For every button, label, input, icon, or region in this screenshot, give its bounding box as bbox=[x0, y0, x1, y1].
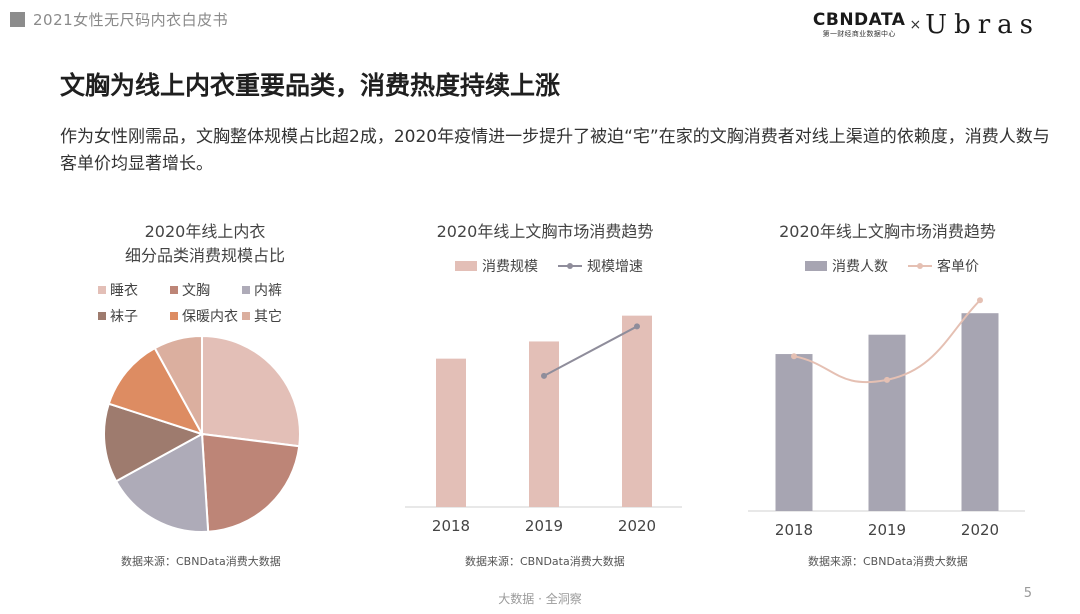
page-number: 5 bbox=[1023, 586, 1032, 601]
pie-legend-label: 文胸 bbox=[182, 283, 210, 299]
pie-legend-swatch bbox=[98, 312, 106, 320]
cbndata-logo-text: CBNDATA bbox=[812, 10, 906, 30]
legend-swatch bbox=[455, 261, 477, 271]
bar-chart-2-legend: 消费人数 客单价 bbox=[805, 256, 999, 276]
bar-chart-1-title: 2020年线上文胸市场消费趋势 bbox=[436, 222, 654, 241]
legend-item-growth: 规模增速 bbox=[558, 256, 643, 276]
legend-item-consumers: 消费人数 bbox=[805, 256, 888, 276]
pie-legend-swatch bbox=[98, 286, 106, 294]
bar-chart-1-panel: 2020年线上文胸市场消费趋势 bbox=[405, 210, 685, 575]
pie-legend-swatch bbox=[170, 312, 178, 320]
pie-legend-label: 袜子 bbox=[110, 309, 138, 325]
bar-chart-2-title: 2020年线上文胸市场消费趋势 bbox=[779, 222, 996, 241]
bar-chart-2-panel: 2020年线上文胸市场消费趋势 bbox=[745, 210, 1030, 575]
legend-label: 客单价 bbox=[937, 259, 979, 275]
pie-legend-item: 袜子 bbox=[98, 306, 170, 326]
cbndata-logo: CBNDATA 第一财经商业数据中心 bbox=[813, 11, 906, 39]
pie-legend-label: 睡衣 bbox=[110, 283, 138, 299]
legend-line-icon bbox=[908, 261, 932, 271]
report-header: 2021女性无尺码内衣白皮书 bbox=[10, 8, 228, 30]
pie-chart-title-line1: 2020年线上内衣 bbox=[144, 222, 266, 241]
pie-chart-title-line2: 细分品类消费规模占比 bbox=[124, 246, 285, 265]
page-title: 文胸为线上内衣重要品类，消费热度持续上涨 bbox=[60, 71, 561, 100]
report-title: 2021女性无尺码内衣白皮书 bbox=[33, 10, 229, 29]
pie-legend-label: 其它 bbox=[254, 309, 282, 325]
legend-line-icon bbox=[558, 261, 582, 271]
legend-label: 消费规模 bbox=[482, 259, 538, 275]
pie-legend-item: 文胸 bbox=[170, 280, 242, 300]
pie-legend-swatch bbox=[242, 312, 250, 320]
legend-item-unit-price: 客单价 bbox=[908, 256, 979, 276]
pie-legend-item: 睡衣 bbox=[98, 280, 170, 300]
pie-legend: 睡衣 文胸 内裤袜子 保暖内衣 其它 bbox=[98, 280, 314, 326]
pie-legend-label: 保暖内衣 bbox=[182, 309, 238, 325]
logo-cross: × bbox=[909, 17, 922, 33]
footer-slogan: 大数据 · 全洞察 bbox=[498, 592, 582, 606]
pie-chart-panel: 2020年线上内衣 细分品类消费规模占比 bbox=[60, 210, 350, 575]
pie-source: 数据来源：CBNData消费大数据 bbox=[121, 555, 281, 568]
logo-area: CBNDATA 第一财经商业数据中心 × Ubras bbox=[813, 7, 1040, 43]
legend-label: 消费人数 bbox=[832, 259, 888, 275]
page-subtitle: 作为女性刚需品，文胸整体规模占比超2成，2020年疫情进一步提升了被迫“宅”在家… bbox=[60, 127, 1050, 174]
pie-legend-swatch bbox=[242, 286, 250, 294]
pie-legend-item: 其它 bbox=[242, 306, 314, 326]
bar-chart-1-legend: 消费规模 规模增速 bbox=[455, 256, 663, 276]
legend-item-consumption-scale: 消费规模 bbox=[455, 256, 538, 276]
bar-chart-2-source: 数据来源：CBNData消费大数据 bbox=[808, 555, 968, 568]
legend-swatch bbox=[805, 261, 827, 271]
pie-legend-item: 保暖内衣 bbox=[170, 306, 242, 326]
pie-legend-label: 内裤 bbox=[254, 283, 282, 299]
bar-chart-1-source: 数据来源：CBNData消费大数据 bbox=[465, 555, 625, 568]
ubras-logo: Ubras bbox=[925, 10, 1040, 40]
header-square-icon bbox=[10, 11, 25, 27]
legend-label: 规模增速 bbox=[587, 259, 643, 275]
pie-legend-swatch bbox=[170, 286, 178, 294]
cbndata-logo-subtext: 第一财经商业数据中心 bbox=[822, 30, 896, 38]
pie-legend-item: 内裤 bbox=[242, 280, 314, 300]
